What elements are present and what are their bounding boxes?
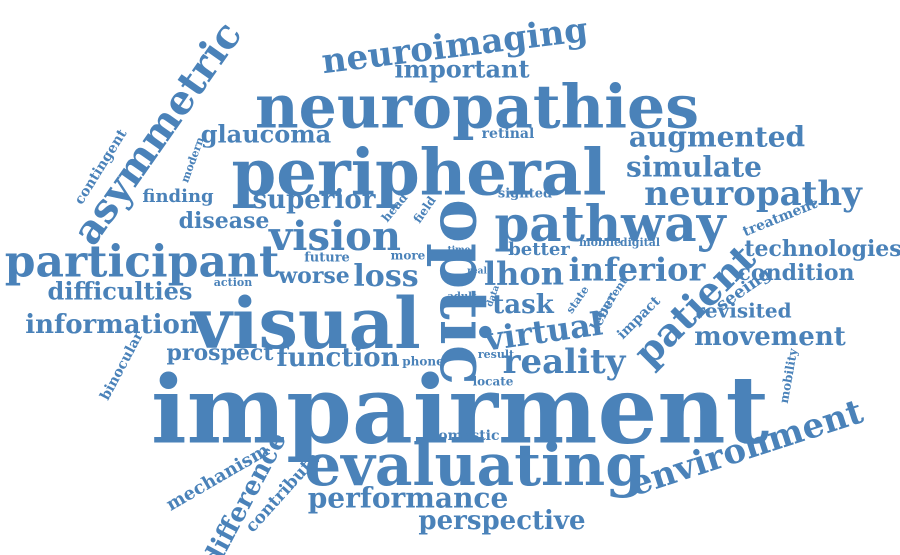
cloud-word-condition: condition <box>738 260 855 286</box>
cloud-word-time: time <box>448 246 471 256</box>
cloud-word-reality: reality <box>503 342 627 382</box>
cloud-word-real: real <box>467 267 487 277</box>
cloud-word-optic: optic <box>425 199 503 385</box>
cloud-word-retinal: retinal <box>482 126 535 142</box>
cloud-word-performance: performance <box>308 482 509 515</box>
cloud-word-function: function <box>277 343 400 373</box>
cloud-word-glaucoma: glaucoma <box>201 120 331 149</box>
cloud-word-sighted: sighted <box>498 187 552 202</box>
cloud-word-participant: participant <box>5 237 280 288</box>
cloud-word-adult: adult <box>447 292 477 303</box>
cloud-word-action: action <box>214 276 252 289</box>
cloud-word-augmented: augmented <box>629 121 805 154</box>
cloud-word-lhon: lhon <box>484 255 564 293</box>
cloud-word-task: task <box>492 290 554 320</box>
cloud-word-visual: visual <box>189 282 421 365</box>
cloud-word-disease: disease <box>179 208 270 234</box>
cloud-word-locate: locate <box>473 375 514 389</box>
cloud-word-modern: modern <box>178 135 206 184</box>
cloud-word-neuropathies: neuropathies <box>255 73 699 143</box>
cloud-word-neuropathy: neuropathy <box>644 174 863 214</box>
cloud-word-technologies: technologies <box>744 236 900 262</box>
cloud-word-better: better <box>508 239 570 260</box>
cloud-word-more: more <box>391 249 426 263</box>
cloud-word-simulate: simulate <box>626 151 762 184</box>
cloud-word-worse: worse <box>277 263 350 289</box>
cloud-word-important: important <box>394 55 529 84</box>
cloud-word-evaluating: evaluating <box>304 431 646 499</box>
cloud-word-mobile: mobile <box>579 236 621 249</box>
cloud-word-result: result <box>478 348 515 361</box>
cloud-word-domestic: domestic <box>428 428 499 444</box>
cloud-word-loss: loss <box>353 259 418 294</box>
cloud-word-inferior: inferior <box>569 251 707 289</box>
cloud-word-finding: finding <box>142 186 214 207</box>
cloud-word-digital: digital <box>620 236 660 249</box>
cloud-word-peripheral: peripheral <box>232 136 607 211</box>
cloud-word-future: future <box>304 251 350 266</box>
cloud-word-revisited: revisited <box>694 299 791 323</box>
cloud-word-pathway: pathway <box>494 194 727 253</box>
cloud-word-impairment: impairment <box>151 355 769 465</box>
cloud-word-movement: movement <box>694 322 845 352</box>
cloud-word-prospect: prospect <box>167 340 275 366</box>
cloud-word-perspective: perspective <box>418 506 585 536</box>
cloud-word-difficulties: difficulties <box>48 277 193 306</box>
cloud-word-superior: superior <box>253 185 376 215</box>
cloud-word-mobility: mobility <box>777 346 801 404</box>
cloud-word-phone: phone <box>402 355 444 369</box>
cloud-word-vision: vision <box>268 213 401 260</box>
cloud-word-information: information <box>25 310 199 340</box>
